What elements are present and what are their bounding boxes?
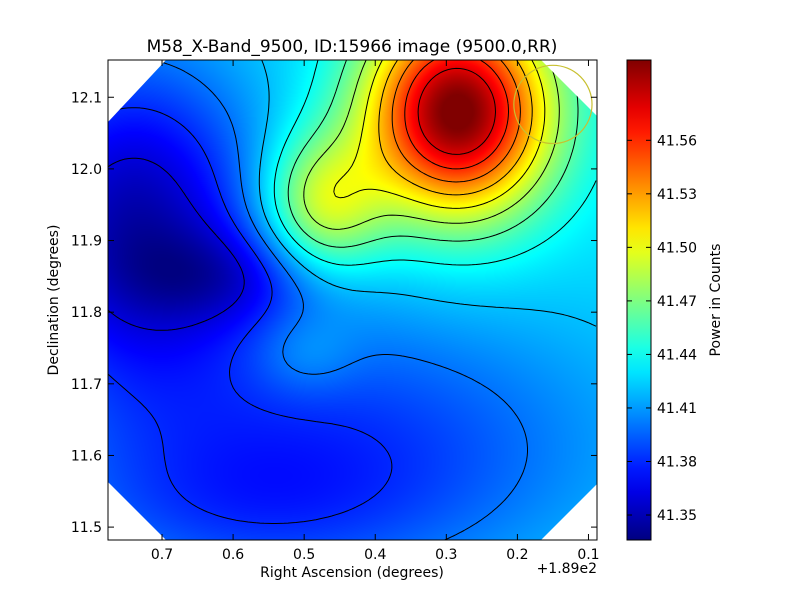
x-axis-label: Right Ascension (degrees) — [260, 565, 444, 581]
x-tick-label-1: 0.6 — [222, 547, 244, 563]
y-tick-label-2: 11.7 — [71, 377, 102, 393]
contour-line-8 — [378, 60, 533, 196]
y-axis: 11.5 11.6 11.7 11.8 11.9 12.0 12.1 — [71, 90, 597, 536]
x-tick-label-2: 0.5 — [293, 547, 315, 563]
contour-line-10 — [404, 60, 509, 170]
colorbar-tick-label-6: 41.53 — [657, 187, 697, 203]
contour-line-7 — [333, 60, 546, 209]
y-tick-label-6: 12.1 — [71, 90, 102, 106]
contour-line-1 — [108, 107, 393, 524]
contour-line-0 — [108, 157, 245, 331]
y-tick-label-0: 11.5 — [71, 520, 102, 536]
x-tick-label-6: 0.1 — [577, 547, 599, 563]
colorbar-tick-label-4: 41.47 — [657, 294, 697, 310]
y-tick-label-5: 12.0 — [71, 162, 102, 178]
y-tick-label-3: 11.8 — [71, 305, 102, 321]
x-tick-label-4: 0.3 — [435, 547, 457, 563]
plot-frame — [107, 59, 598, 541]
x-tick-label-3: 0.4 — [364, 547, 386, 563]
contour-line-3 — [258, 60, 597, 327]
contour-line-6 — [303, 60, 560, 230]
colorbar-tick-label-3: 41.44 — [657, 347, 697, 363]
y-tick-label-1: 11.6 — [71, 448, 102, 464]
contour-line-4 — [273, 60, 597, 266]
x-axis: 0.7 0.6 0.5 0.4 0.3 0.2 0.1 — [151, 60, 600, 563]
colorbar-tick-label-7: 41.56 — [657, 133, 697, 149]
colorbar-frame — [626, 59, 652, 541]
chart-title: M58_X-Band_9500, ID:15966 image (9500.0,… — [147, 37, 558, 57]
colorbar-tick-label-5: 41.50 — [657, 240, 697, 256]
beam-marker-circle — [513, 64, 593, 145]
colorbar-label: Power in Counts — [708, 244, 724, 357]
contour-line-9 — [391, 60, 521, 183]
y-axis-label: Declination (degrees) — [46, 225, 62, 376]
colorbar-tick-label-1: 41.38 — [657, 454, 697, 470]
contour-line-11 — [417, 67, 496, 155]
colorbar-gradient — [627, 60, 651, 540]
heatmap-image — [108, 60, 597, 540]
x-offset-label: +1.89e2 — [537, 561, 597, 577]
colorbar-tick-label-2: 41.41 — [657, 401, 697, 417]
x-tick-label-5: 0.2 — [506, 547, 528, 563]
colorbar-ticks: 41.35 41.38 41.41 41.44 41.47 41.50 41.53 41.56 — [627, 133, 697, 524]
colorbar-tick-label-0: 41.35 — [657, 508, 697, 524]
plot-area — [107, 59, 598, 541]
y-tick-label-4: 11.9 — [71, 234, 102, 250]
contour-lines — [108, 60, 597, 540]
colorbar: 41.35 41.38 41.41 41.44 41.47 41.50 41.53 41.56… — [626, 59, 724, 541]
x-tick-label-0: 0.7 — [151, 547, 173, 563]
